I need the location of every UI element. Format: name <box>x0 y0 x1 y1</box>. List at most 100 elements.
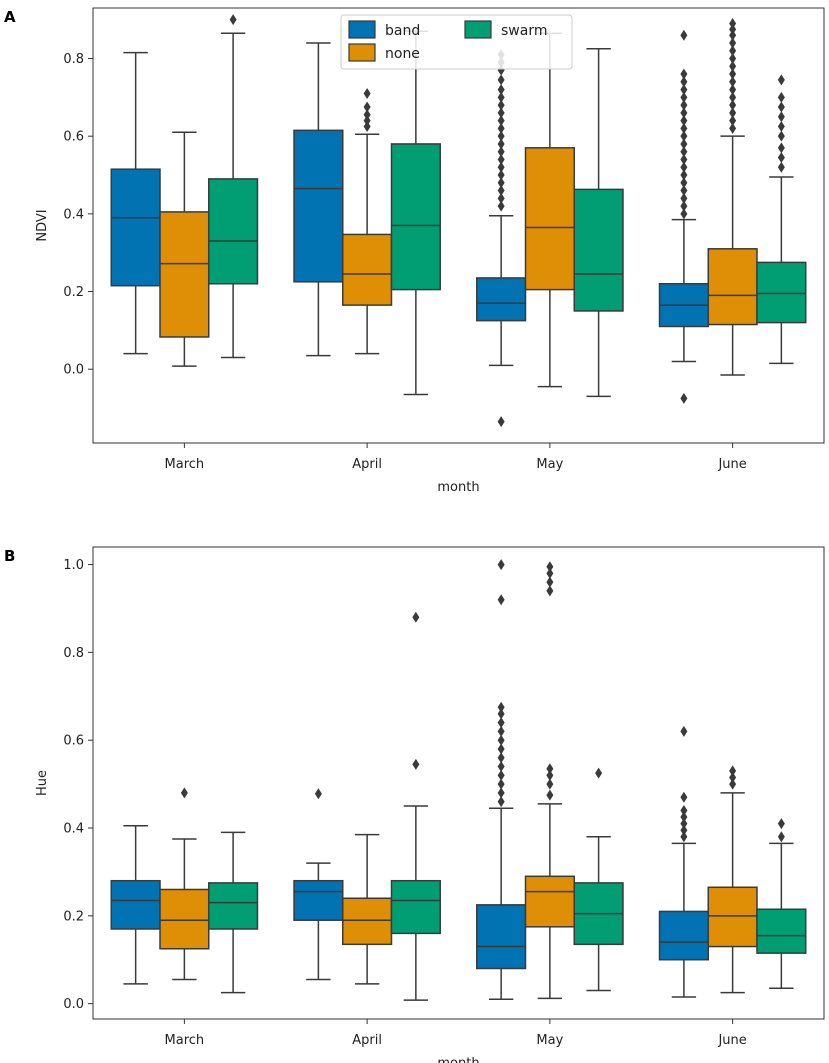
ndvi-boxplot: 0.0 0.2 0.4 0.6 0.8 NDVI March April May June mont… <box>35 7 825 495</box>
outlier-7 <box>497 734 505 746</box>
c0-ylabel: NDVI <box>35 209 50 241</box>
outlier-9 <box>729 52 737 64</box>
outlier-6 <box>680 725 688 737</box>
outlier-4 <box>729 91 737 103</box>
outlier-2 <box>363 109 371 121</box>
c0-plot-frame <box>92 7 825 444</box>
c0-ytick-label-2: 0.4 <box>63 207 84 222</box>
outlier-20 <box>680 29 688 41</box>
outlier-12 <box>497 115 505 127</box>
outlier-4 <box>546 585 554 597</box>
outlier-14 <box>497 99 505 111</box>
outlier-6 <box>497 161 505 173</box>
c0-box-band-may <box>476 49 527 428</box>
iqr-box <box>658 910 710 961</box>
c1-ytick-label-5: 1.0 <box>63 558 84 573</box>
c1-box-band-march <box>110 825 161 985</box>
outlier-9 <box>497 717 505 729</box>
c1-plot-frame <box>92 546 825 1020</box>
outlier-1 <box>412 611 420 623</box>
panel-label-b: B <box>4 547 15 565</box>
c0-box-swarm-june <box>756 74 807 365</box>
c0-box-swarm-march <box>207 14 259 359</box>
outlier-17 <box>680 84 688 96</box>
outlier-1 <box>729 772 737 784</box>
iqr-box <box>476 277 527 322</box>
outlier-3 <box>546 763 554 775</box>
outlier-16 <box>680 91 688 103</box>
c0-legend: band none swarm <box>340 14 573 70</box>
c1-box-band-may <box>476 559 527 1000</box>
iqr-box <box>110 168 161 287</box>
c0-ytick-label-0: 0.0 <box>63 363 84 378</box>
iqr-box <box>707 248 758 326</box>
panel-label-a: A <box>4 8 16 26</box>
outlier-7 <box>729 68 737 80</box>
legend-label-swarm: swarm <box>501 23 547 39</box>
outlier-1 <box>777 818 785 830</box>
outlier-2 <box>546 769 554 781</box>
c1-box-none-may <box>524 561 575 1000</box>
outlier-7 <box>680 161 688 173</box>
outlier-8 <box>729 60 737 72</box>
outlier-0 <box>546 789 554 801</box>
outlier-6 <box>729 76 737 88</box>
outlier-1 <box>680 824 688 836</box>
outlier-11 <box>680 130 688 142</box>
c1-box-swarm-march <box>207 831 259 994</box>
outlier-0 <box>314 788 322 800</box>
iqr-box <box>390 879 441 935</box>
outlier-0 <box>680 392 688 404</box>
outlier-3 <box>729 99 737 111</box>
c1-ytick-label-3: 0.6 <box>63 734 84 749</box>
c1-ytick-label-1: 0.2 <box>63 909 84 924</box>
c1-xlabel: month <box>437 1056 479 1063</box>
outlier-3 <box>497 769 505 781</box>
outlier-13 <box>680 115 688 127</box>
iqr-box <box>342 897 393 946</box>
c1-xtick-label-3: June <box>717 1033 746 1048</box>
c1-xtick-label-1: April <box>352 1033 382 1048</box>
c0-ytick-label-3: 0.6 <box>63 130 84 145</box>
iqr-box <box>573 188 624 312</box>
iqr-box <box>207 178 259 285</box>
outlier-4 <box>680 185 688 197</box>
outlier-19 <box>680 68 688 80</box>
outlier-13 <box>729 23 737 35</box>
iqr-box <box>476 904 527 970</box>
iqr-box <box>756 261 807 324</box>
iqr-box <box>110 879 161 930</box>
outlier-4 <box>363 87 371 99</box>
outlier-6 <box>497 743 505 755</box>
c1-box-swarm-may <box>573 767 624 992</box>
c0-box-band-march <box>110 51 161 355</box>
hue-boxplot: 0.0 0.2 0.4 0.6 0.8 1.0 Hue March April May June mo… <box>35 546 825 1063</box>
outlier-0 <box>595 767 603 779</box>
c0-box-band-april <box>293 42 344 357</box>
outlier-0 <box>777 161 785 173</box>
outlier-10 <box>680 138 688 150</box>
outlier-0 <box>497 796 505 808</box>
outlier-3 <box>497 185 505 197</box>
outlier-12 <box>680 122 688 134</box>
outlier-4 <box>497 761 505 773</box>
outlier-11 <box>729 37 737 49</box>
outlier-3 <box>680 192 688 204</box>
c0-box-none-june <box>707 18 758 376</box>
outlier-6 <box>777 101 785 113</box>
c1-box-swarm-june <box>756 818 807 990</box>
outlier-11 <box>497 701 505 713</box>
outlier-0 <box>229 14 237 26</box>
iqr-box <box>207 882 259 930</box>
iqr-box <box>524 147 575 291</box>
outlier-2 <box>497 192 505 204</box>
outlier-8 <box>680 153 688 165</box>
outlier-8 <box>497 725 505 737</box>
outlier-4 <box>777 120 785 132</box>
outlier-3 <box>680 811 688 823</box>
legend-swatch-swarm <box>464 20 492 39</box>
outlier-2 <box>680 200 688 212</box>
outlier-7 <box>777 91 785 103</box>
outlier-0 <box>497 416 505 428</box>
c0-box-none-april <box>342 45 393 355</box>
